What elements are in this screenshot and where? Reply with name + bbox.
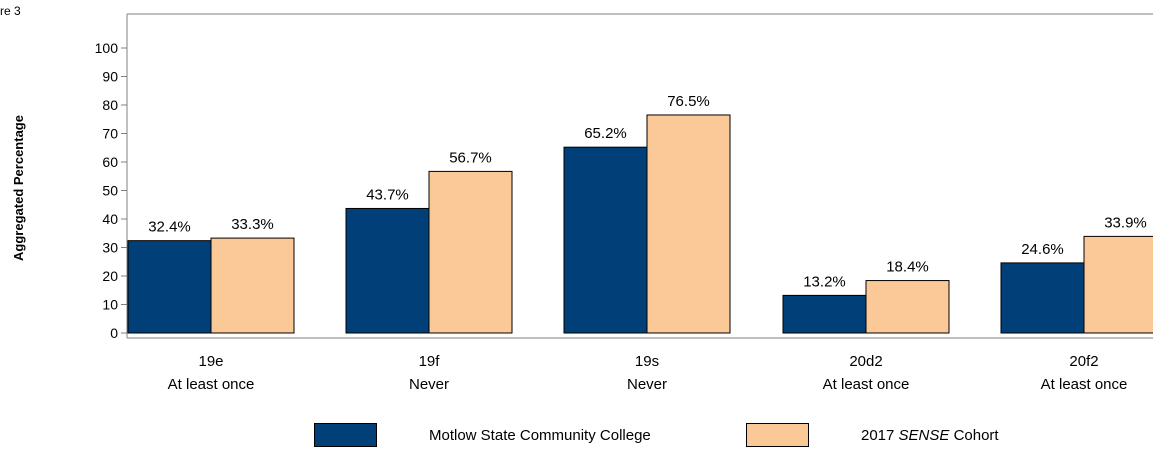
chart-bars	[127, 114, 1153, 334]
data-label-series-2: 18.4%	[886, 259, 929, 276]
legend-swatch-series-2	[746, 423, 809, 447]
x-tick-label-code: 19s	[635, 353, 659, 370]
x-tick-label-code: 20f2	[1069, 353, 1098, 370]
figure-label: re 3	[0, 4, 21, 18]
x-tick-label-desc: At least once	[168, 376, 255, 393]
y-tick-label: 100	[95, 40, 119, 56]
y-tick-label: 10	[102, 297, 118, 313]
data-label-series-1: 43.7%	[366, 186, 409, 203]
y-tick-label: 30	[102, 240, 118, 256]
y-tick-label: 20	[102, 268, 118, 284]
data-label-series-2: 76.5%	[667, 93, 710, 110]
y-tick-label: 60	[102, 154, 118, 170]
x-tick-label-desc: At least once	[1041, 376, 1128, 393]
x-tick-label-desc: Never	[409, 376, 449, 393]
bar-chart: 0 10 20 30 40 50 60 70 80 90 100 32.4% 33.3% 19e At l…	[11, 13, 1153, 393]
data-label-series-1: 13.2%	[803, 273, 846, 290]
legend-label-series-1: Motlow State Community College	[429, 426, 651, 444]
legend-item-series-1: Motlow State Community College	[314, 422, 651, 448]
data-label-series-2: 33.3%	[231, 216, 274, 233]
bar-series-1	[1000, 262, 1085, 334]
bar-series-2	[428, 170, 513, 334]
data-label-series-1: 24.6%	[1021, 241, 1064, 258]
y-tick-label: 80	[102, 97, 118, 113]
x-tick-label-desc: At least once	[823, 376, 910, 393]
data-label-series-1: 65.2%	[584, 125, 627, 142]
bar-series-1	[345, 207, 430, 334]
data-label-series-1: 32.4%	[148, 219, 191, 236]
x-tick-label-code: 19e	[198, 353, 223, 370]
x-tick-label-code: 19f	[419, 353, 441, 370]
y-tick-label: 70	[102, 126, 118, 142]
bar-series-1	[782, 294, 867, 334]
bar-series-2	[1083, 235, 1153, 334]
legend-swatch-series-1	[314, 423, 377, 447]
bar-series-2	[646, 114, 731, 334]
legend-item-series-2: 2017 SENSE Cohort	[746, 422, 999, 448]
legend-label-series-2-emph: SENSE	[898, 426, 950, 444]
bar-series-1	[563, 146, 648, 334]
bar-series-1	[127, 240, 212, 334]
legend-label-series-2-suffix: Cohort	[949, 426, 999, 444]
chart-labels: 32.4% 33.3% 19e At least once 43.7% 56.7% 19f N…	[148, 93, 1147, 393]
data-label-series-2: 56.7%	[449, 149, 492, 166]
legend-label-series-2: 2017 SENSE Cohort	[861, 427, 999, 444]
data-label-series-2: 33.9%	[1104, 214, 1147, 231]
x-tick-label-code: 20d2	[849, 353, 882, 370]
y-tick-label: 0	[110, 325, 118, 341]
y-tick-label: 90	[102, 69, 118, 85]
bar-series-2	[210, 237, 295, 334]
y-tick-label: 50	[102, 183, 118, 199]
x-tick-label-desc: Never	[627, 376, 667, 393]
y-axis-label: Aggregated Percentage	[11, 115, 26, 261]
chart-axes: 0 10 20 30 40 50 60 70 80 90 100	[95, 13, 1153, 341]
y-tick-label: 40	[102, 211, 118, 227]
legend-label-series-2-prefix: 2017	[861, 426, 899, 444]
bar-series-2	[865, 280, 950, 334]
